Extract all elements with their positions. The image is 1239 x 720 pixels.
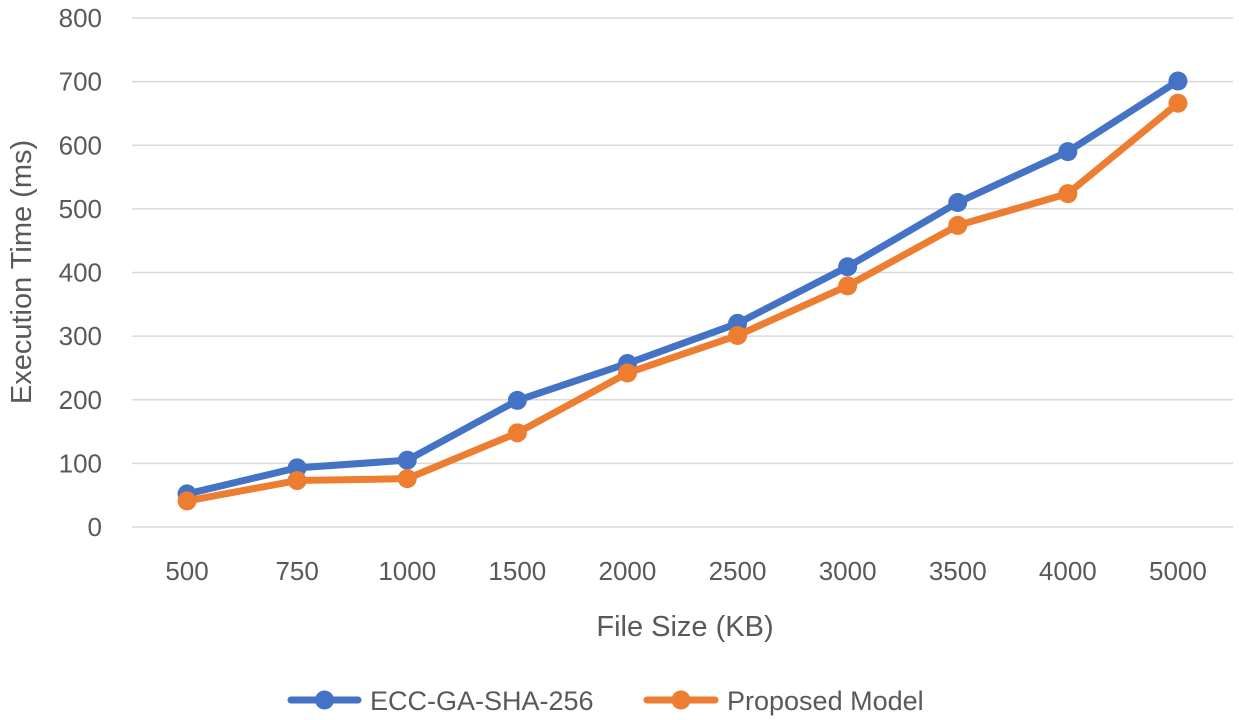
gridlines — [132, 17, 1233, 528]
x-tick-label: 1500 — [488, 556, 546, 586]
data-point — [397, 450, 417, 470]
x-tick-label: 500 — [165, 556, 208, 586]
x-tick-label: 750 — [275, 556, 318, 586]
y-tick-label: 500 — [59, 194, 102, 224]
x-tick-label: 2500 — [709, 556, 767, 586]
data-point — [1168, 71, 1188, 91]
data-point — [948, 215, 968, 235]
x-axis-title: File Size (KB) — [596, 611, 773, 643]
legend-label: ECC-GA-SHA-256 — [370, 686, 594, 716]
x-tick-label: 5000 — [1149, 556, 1207, 586]
y-axis-title: Execution Time (ms) — [6, 140, 38, 404]
legend-swatch-marker — [315, 690, 334, 710]
y-tick-label: 800 — [59, 3, 102, 33]
x-tick-label: 1000 — [378, 556, 436, 586]
y-tick-label: 300 — [59, 321, 102, 351]
y-tick-label: 400 — [59, 258, 102, 288]
series-lines — [177, 71, 1188, 511]
data-point — [1058, 184, 1078, 204]
legend-item: ECC-GA-SHA-256 — [287, 686, 594, 716]
x-tick-label: 3000 — [819, 556, 877, 586]
data-point — [1058, 142, 1078, 162]
legend: ECC-GA-SHA-256 Proposed Model — [287, 686, 924, 716]
y-tick-label: 700 — [59, 67, 102, 97]
series-line — [183, 77, 1182, 498]
x-tick-label: 3500 — [929, 556, 987, 586]
data-point — [507, 390, 527, 410]
data-point — [728, 325, 748, 345]
legend-item: Proposed Model — [643, 686, 924, 716]
x-tick-label: 4000 — [1039, 556, 1097, 586]
legend-label: Proposed Model — [727, 686, 924, 716]
x-axis-ticks: 500 750 1000 1500 2000 2500 3000 3500 4000 5000 — [165, 556, 1207, 586]
data-point — [948, 193, 968, 213]
data-point — [617, 363, 637, 383]
legend-swatch-marker — [671, 690, 691, 710]
y-tick-label: 600 — [59, 130, 102, 160]
y-tick-label: 0 — [88, 512, 102, 542]
y-axis-ticks: 0 100 200 300 400 500 600 700 800 — [59, 3, 102, 542]
y-tick-label: 200 — [59, 385, 102, 415]
series-line — [183, 99, 1182, 505]
series-1 — [177, 71, 1188, 504]
x-tick-label: 2000 — [599, 556, 657, 586]
data-point — [838, 257, 858, 277]
data-point — [507, 423, 527, 443]
y-tick-label: 100 — [59, 448, 102, 478]
data-point — [287, 471, 307, 491]
data-point — [397, 469, 417, 489]
data-point — [1168, 93, 1188, 113]
series-2 — [177, 93, 1188, 511]
data-point — [838, 276, 858, 296]
data-point — [177, 491, 197, 511]
